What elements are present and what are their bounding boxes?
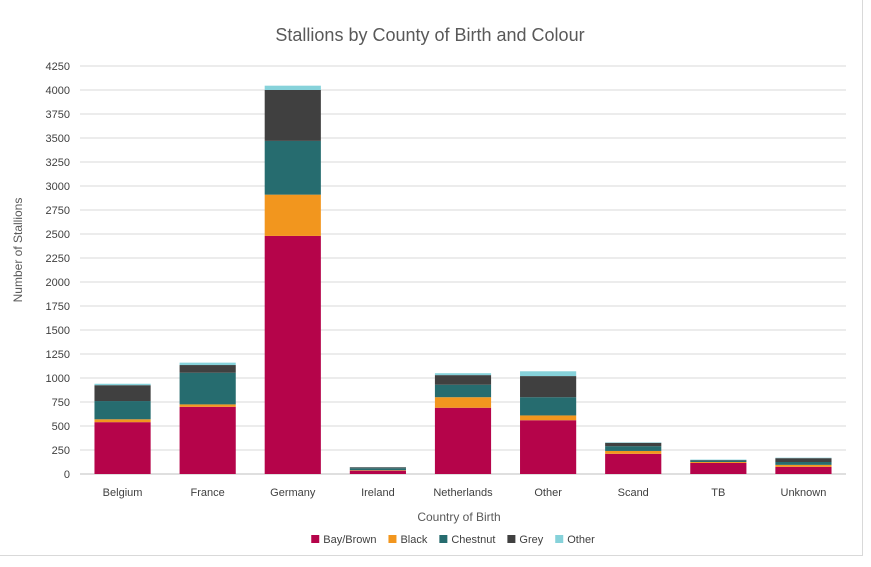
x-axis-ticks: Belgium France Germany Ireland Netherlands Ot…: [103, 487, 827, 499]
legend-label: Grey: [519, 534, 543, 546]
bar-segment: [94, 422, 151, 474]
y-tick-label: 250: [52, 445, 70, 457]
x-tick-label: Germany: [270, 487, 316, 499]
bar-segment: [349, 468, 406, 471]
bar-segment: [775, 466, 832, 474]
bar-segment: [94, 383, 151, 386]
x-tick-label: Scand: [618, 487, 649, 499]
x-tick-label: France: [191, 487, 225, 499]
y-tick-label: 3250: [46, 157, 70, 169]
bar-segment: [690, 462, 747, 463]
bar-segment: [179, 365, 236, 373]
y-tick-label: 1500: [46, 325, 70, 337]
bar-segment: [179, 362, 236, 366]
bar-segment: [179, 372, 236, 405]
bar-segment: [775, 464, 832, 467]
y-tick-label: 3000: [46, 181, 70, 193]
legend-label: Other: [567, 534, 595, 546]
bar-segment: [605, 446, 662, 451]
bar-segment: [264, 235, 321, 474]
y-tick-label: 2750: [46, 205, 70, 217]
chart-title: Stallions by County of Birth and Colour: [275, 25, 584, 45]
legend-swatch: [555, 535, 564, 543]
x-tick-label: TB: [711, 487, 725, 499]
bar-segment: [520, 420, 577, 474]
bar-segment: [94, 385, 151, 402]
bar-segment: [775, 462, 832, 465]
bar-segment: [520, 397, 577, 416]
y-tick-label: 1000: [46, 373, 70, 385]
bar-segment: [94, 419, 151, 423]
y-tick-label: 0: [64, 469, 70, 481]
legend: Bay/Brown Black Chestnut Grey Other: [311, 534, 595, 546]
y-tick-label: 4000: [46, 85, 70, 97]
legend-label: Chestnut: [451, 534, 495, 546]
y-tick-label: 2250: [46, 253, 70, 265]
legend-swatch: [439, 535, 448, 543]
y-tick-label: 4250: [46, 61, 70, 73]
bar-segment: [349, 470, 406, 474]
x-tick-label: Ireland: [361, 487, 395, 499]
bar-segment: [520, 415, 577, 421]
bar-segment: [605, 442, 662, 447]
bar-segment: [605, 450, 662, 454]
bar-segment: [349, 467, 406, 469]
bar-segment: [775, 458, 832, 462]
y-tick-label: 500: [52, 421, 70, 433]
bar-segment: [434, 375, 492, 385]
y-axis-ticks: 0 250 500 750 1000 1250 1500 1750 2000 2250 2500 27…: [46, 61, 70, 481]
bar-segment: [264, 85, 321, 90]
bars: [94, 85, 832, 474]
x-tick-label: Belgium: [103, 487, 143, 499]
bar-segment: [434, 407, 492, 474]
x-tick-label: Netherlands: [433, 487, 493, 499]
y-tick-label: 2500: [46, 229, 70, 241]
bar-segment: [520, 376, 577, 398]
legend-label: Black: [400, 534, 427, 546]
y-tick-label: 3500: [46, 133, 70, 145]
bar-segment: [179, 404, 236, 407]
bar-segment: [690, 460, 747, 462]
legend-swatch: [388, 535, 397, 543]
x-axis-title: Country of Birth: [417, 510, 500, 524]
y-tick-label: 1250: [46, 349, 70, 361]
bar-segment: [434, 397, 492, 408]
bar-segment: [94, 401, 151, 420]
y-tick-label: 1750: [46, 301, 70, 313]
bar-segment: [264, 194, 321, 236]
bar-segment: [264, 90, 321, 141]
legend-swatch: [507, 535, 516, 543]
x-tick-label: Unknown: [781, 487, 827, 499]
bar-segment: [520, 371, 577, 377]
y-axis-title: Number of Stallions: [11, 198, 25, 303]
bar-segment: [690, 462, 747, 474]
legend-label: Bay/Brown: [323, 534, 376, 546]
bar-segment: [605, 453, 662, 474]
y-tick-label: 2000: [46, 277, 70, 289]
y-tick-label: 3750: [46, 109, 70, 121]
bar-segment: [179, 406, 236, 474]
y-tick-label: 750: [52, 397, 70, 409]
x-tick-label: Other: [534, 487, 562, 499]
bar-segment: [434, 384, 492, 398]
legend-swatch: [311, 535, 320, 543]
bar-segment: [264, 140, 321, 195]
bar-segment: [434, 373, 492, 376]
